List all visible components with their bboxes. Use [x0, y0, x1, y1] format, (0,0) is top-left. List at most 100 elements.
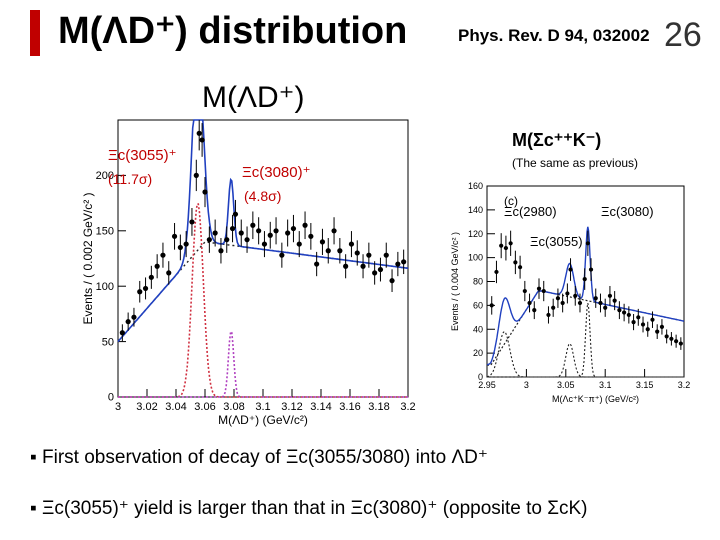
right-y-tick-label: 20: [473, 348, 483, 358]
annotation-xic-3080-significance: (4.8σ): [244, 188, 281, 204]
right-data-point: [546, 312, 551, 318]
left-y-tick-label: 100: [96, 281, 114, 293]
right-y-tick-label: 160: [468, 181, 483, 191]
left-data-point: [131, 314, 137, 320]
right-data-point: [588, 267, 594, 272]
left-data-point: [285, 230, 291, 236]
bullet-marker: ▪: [30, 447, 37, 468]
right-data-point: [640, 322, 646, 327]
left-data-point: [377, 266, 384, 273]
right-y-tick-label: 100: [468, 253, 483, 263]
right-data-point: [536, 286, 542, 291]
left-x-tick-label: 3.12: [281, 401, 302, 413]
annotation-xic-3080: Ξc(3080): [601, 204, 654, 219]
right-data-point: [593, 296, 598, 301]
left-data-point: [238, 230, 244, 236]
left-panel-title: M(ΛD⁺): [202, 81, 305, 114]
right-data-point: [565, 291, 570, 296]
bullet-text: Ξc(3055)⁺ yield is larger than that in Ξ…: [42, 498, 588, 519]
left-data-point: [261, 241, 268, 247]
left-data-point: [273, 228, 279, 234]
annotation-xic-2980: Ξc(2980): [504, 204, 557, 219]
right-data-point: [522, 288, 527, 294]
right-data-point: [674, 339, 679, 344]
left-data-point: [183, 241, 189, 247]
left-data-point: [308, 233, 314, 239]
left-data-point: [389, 278, 395, 284]
left-data-point: [354, 250, 360, 256]
right-y-tick-label: 60: [473, 300, 483, 310]
left-x-tick-label: 3.14: [310, 401, 331, 413]
right-y-tick-label: 140: [468, 205, 483, 215]
left-fit-curve: [117, 119, 409, 343]
right-data-point: [645, 327, 650, 332]
left-data-point: [166, 270, 172, 276]
left-data-point: [325, 248, 331, 254]
left-data-point: [119, 330, 125, 336]
left-data-point: [202, 189, 208, 195]
left-data-point: [401, 259, 407, 265]
right-data-point: [503, 245, 509, 251]
right-data-point: [555, 296, 561, 301]
left-data-point: [348, 241, 355, 247]
right-data-point: [541, 288, 546, 294]
right-data-point: [650, 317, 655, 322]
left-data-point: [177, 244, 183, 251]
left-data-point: [142, 285, 149, 292]
right-y-tick-label: 40: [473, 324, 483, 334]
left-y-tick-label: 200: [96, 170, 114, 182]
right-x-tick-label: 2.95: [478, 380, 496, 390]
right-data-point: [664, 334, 669, 339]
left-data-point: [302, 222, 308, 228]
left-data-point: [314, 261, 320, 267]
left-data-point: [154, 263, 160, 269]
left-data-point: [244, 237, 250, 243]
left-data-point: [137, 289, 143, 295]
left-x-tick-label: 3.1: [255, 401, 270, 413]
left-data-point: [296, 241, 302, 247]
right-background-curve: [487, 290, 685, 366]
bullet-marker: ▪: [30, 498, 37, 519]
left-x-tick-label: 3.02: [136, 401, 157, 413]
left-data-point: [343, 263, 349, 269]
right-panel-subtitle: (The same as previous): [512, 156, 639, 170]
left-x-axis-title: M(ΛD⁺) (GeV/c²): [218, 413, 308, 427]
left-y-axis-title: Events / ( 0.002 GeV/c² ): [81, 192, 95, 324]
left-data-point: [250, 222, 256, 228]
right-fit-curve: [486, 226, 685, 366]
left-data-point: [395, 261, 401, 267]
right-data-point: [603, 305, 608, 310]
right-data-point: [598, 300, 603, 306]
left-x-tick-label: 3: [115, 401, 121, 413]
right-data-point: [669, 336, 674, 341]
right-data-point: [636, 315, 641, 320]
right-data-point: [631, 319, 636, 325]
left-x-tick-label: 3.16: [339, 401, 360, 413]
left-data-point: [218, 248, 224, 254]
right-x-tick-label: 3.2: [678, 380, 691, 390]
left-signal-3055-curve: [118, 203, 408, 398]
left-x-tick-label: 3.06: [194, 401, 215, 413]
right-data-point: [568, 267, 573, 272]
left-data-point: [160, 252, 166, 258]
left-data-point: [232, 211, 239, 217]
left-data-point: [224, 237, 230, 243]
right-data-point: [489, 303, 494, 308]
left-data-point: [125, 319, 131, 325]
left-data-point: [171, 233, 178, 239]
bullet-item: ▪ Ξc(3055)⁺ yield is larger than that in…: [30, 497, 588, 520]
left-data-point: [337, 248, 343, 254]
right-data-point: [499, 243, 504, 248]
right-data-point: [560, 300, 565, 306]
right-x-tick-label: 3.1: [599, 380, 612, 390]
left-y-tick-label: 150: [96, 225, 114, 237]
title-accent-bar: [30, 10, 40, 56]
left-data-point: [189, 219, 195, 225]
right-data-point: [527, 300, 532, 306]
slide-title: M(ΛD⁺) distribution: [58, 10, 408, 52]
left-signal-3080-curve: [118, 329, 408, 398]
right-x-tick-label: 3.05: [557, 380, 575, 390]
left-data-point: [279, 252, 285, 258]
left-data-point: [331, 228, 337, 234]
